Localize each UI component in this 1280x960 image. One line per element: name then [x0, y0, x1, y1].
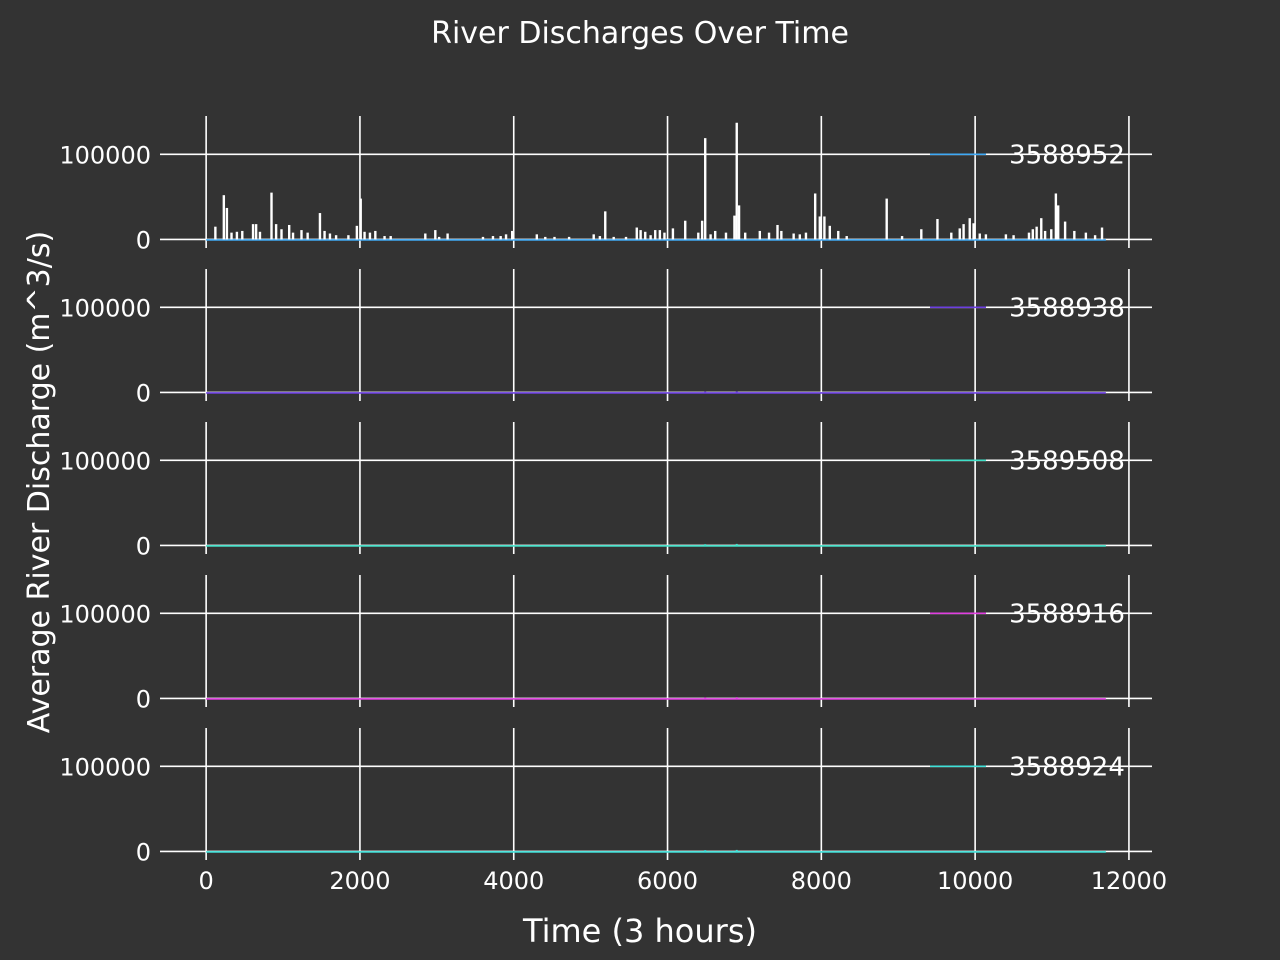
y-tick-label: 0: [136, 838, 151, 866]
legend-label: 3589508: [1009, 446, 1125, 476]
y-tick-label: 100000: [59, 294, 151, 322]
legend-label: 3588924: [1009, 752, 1125, 782]
legend-label: 3588916: [1009, 599, 1125, 629]
x-axis-label: Time (3 hours): [522, 912, 757, 950]
x-tick-label: 8000: [791, 867, 852, 895]
chart-title: River Discharges Over Time: [431, 16, 849, 51]
y-tick-label: 0: [136, 532, 151, 560]
y-tick-label: 100000: [59, 600, 151, 628]
y-tick-label: 100000: [59, 753, 151, 781]
x-tick-label: 10000: [937, 867, 1013, 895]
y-tick-label: 100000: [59, 141, 151, 169]
x-tick-label: 6000: [637, 867, 698, 895]
y-tick-label: 100000: [59, 447, 151, 475]
x-tick-label: 2000: [329, 867, 390, 895]
subplot-3588938: 0 100000 3588938: [59, 269, 1152, 407]
legend-label: 3588952: [1009, 140, 1125, 170]
legend-label: 3588938: [1009, 293, 1125, 323]
subplot-3588924: 0 100000 3588924 0 2000 4000 6000 8000 10000 1200…: [59, 728, 1167, 895]
x-tick-label: 4000: [483, 867, 544, 895]
x-tick-label: 12000: [1091, 867, 1167, 895]
y-tick-label: 0: [136, 685, 151, 713]
subplot-3589508: 0 100000 3589508: [59, 422, 1152, 560]
x-tick-label: 0: [198, 867, 213, 895]
subplot-3588952: 0 100000 3588952: [59, 116, 1152, 254]
y-axis-label: Average River Discharge (m^3/s): [22, 231, 57, 733]
y-tick-label: 0: [136, 379, 151, 407]
subplot-3588916: 0 100000 3588916: [59, 575, 1152, 713]
y-tick-label: 0: [136, 226, 151, 254]
